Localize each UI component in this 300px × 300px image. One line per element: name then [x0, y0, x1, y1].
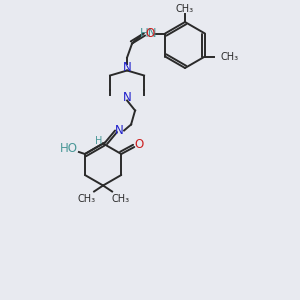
Text: O: O: [146, 27, 155, 40]
Text: O: O: [135, 139, 144, 152]
Text: N: N: [123, 91, 131, 104]
Text: N: N: [115, 124, 124, 137]
Text: CH₃: CH₃: [221, 52, 239, 61]
Text: HN: HN: [140, 27, 158, 40]
Text: N: N: [123, 61, 131, 74]
Text: HO: HO: [60, 142, 78, 155]
Text: CH₃: CH₃: [176, 4, 194, 14]
Text: CH₃: CH₃: [111, 194, 129, 203]
Text: H: H: [95, 136, 103, 146]
Text: CH₃: CH₃: [77, 194, 95, 203]
